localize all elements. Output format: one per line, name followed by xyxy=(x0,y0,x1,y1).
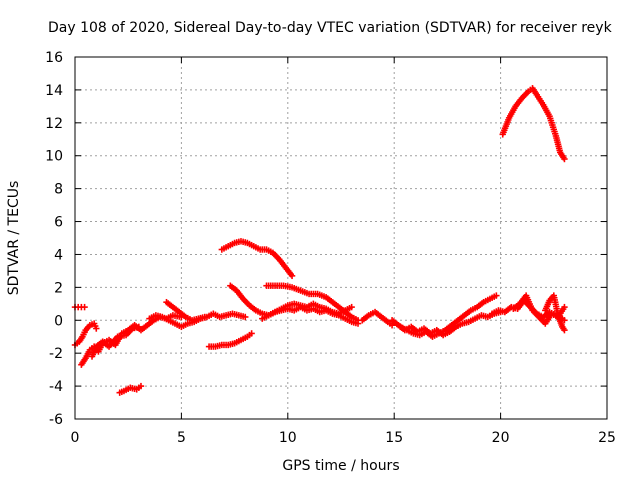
series-arc-b xyxy=(71,320,100,349)
series-arc-i xyxy=(218,238,296,280)
series-arc-e xyxy=(116,382,145,396)
series-arc-s xyxy=(499,85,568,163)
series-arc-m xyxy=(359,308,396,329)
data-point xyxy=(93,325,100,332)
y-tick-label: -4 xyxy=(49,379,63,395)
series-arc-a xyxy=(71,303,88,311)
y-tick-label: 14 xyxy=(45,83,63,99)
data-point xyxy=(493,292,500,299)
y-tick-label: 16 xyxy=(45,50,63,66)
data-point xyxy=(242,313,249,321)
x-tick-label: 20 xyxy=(492,430,510,446)
chart-title: Day 108 of 2020, Sidereal Day-to-day VTE… xyxy=(48,20,613,36)
y-tick-label: -2 xyxy=(49,346,63,362)
x-tick-label: 10 xyxy=(279,430,297,446)
y-tick-label: 10 xyxy=(45,149,63,165)
series-arc-r xyxy=(542,292,568,334)
data-point xyxy=(288,272,296,280)
series-arc-o xyxy=(397,292,500,340)
data-point xyxy=(348,303,355,311)
data-point xyxy=(137,382,145,390)
data-point xyxy=(81,303,88,311)
data-point xyxy=(561,155,568,163)
x-tick-label: 0 xyxy=(71,430,80,446)
plot-frame xyxy=(74,56,608,420)
data-point xyxy=(135,323,143,331)
data-point xyxy=(561,326,568,334)
series-arc-d xyxy=(88,323,143,360)
y-tick-label: 12 xyxy=(45,116,63,132)
y-axis-label: SDTVAR / TECUs xyxy=(6,181,22,296)
x-tick-label: 25 xyxy=(598,430,616,446)
y-tick-label: 6 xyxy=(54,215,63,231)
series-arc-g xyxy=(163,298,209,324)
axes: 0 5 10 15 20 25 -6 -4 -2 0 2 4 6 8 10 12 14 16 xyxy=(45,50,616,446)
y-tick-label: -6 xyxy=(49,412,63,428)
series-arc-l xyxy=(263,282,362,324)
data-point xyxy=(248,330,255,337)
series-arc-h xyxy=(205,330,255,350)
y-tick-label: 4 xyxy=(54,247,63,263)
x-tick-label: 15 xyxy=(385,430,403,446)
y-tick-label: 2 xyxy=(54,280,63,296)
x-tick-label: 5 xyxy=(177,430,186,446)
x-axis-label: GPS time / hours xyxy=(282,458,399,474)
data-point xyxy=(561,317,568,324)
y-tick-label: 0 xyxy=(54,313,63,329)
data-point xyxy=(561,303,568,311)
data-layer xyxy=(71,85,568,396)
series-arc-n xyxy=(388,308,504,339)
grid xyxy=(75,57,607,419)
data-point xyxy=(201,313,209,321)
y-tick-label: 8 xyxy=(54,182,63,198)
